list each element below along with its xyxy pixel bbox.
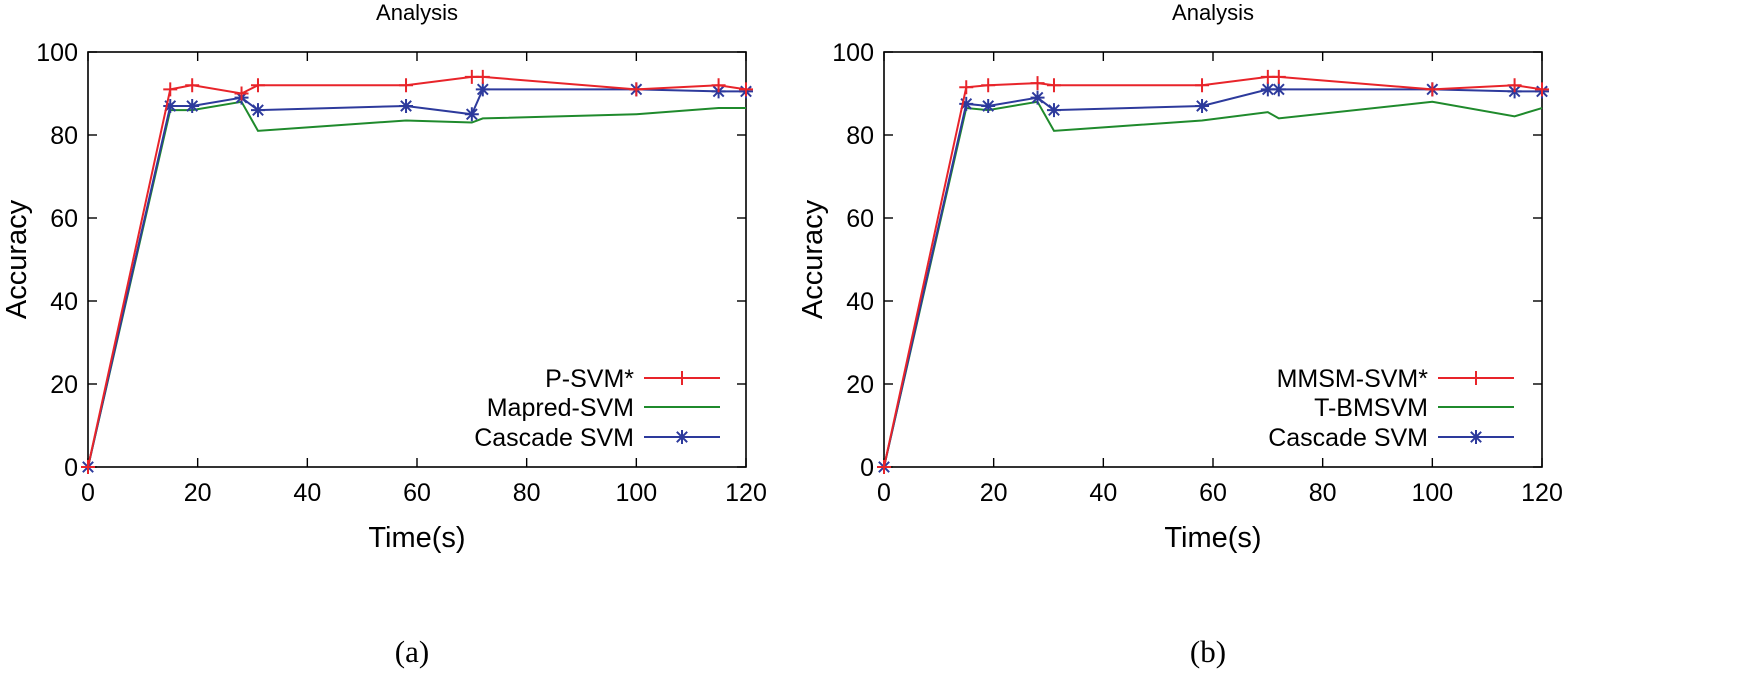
x-tick-label: 20 [184, 479, 212, 507]
series-p-svm- [81, 69, 753, 474]
data-point [250, 103, 265, 118]
series-mapred-svm [87, 100, 746, 468]
data-point [475, 82, 490, 97]
data-point [1271, 69, 1286, 84]
legend-label: T-BMSVM [1314, 394, 1428, 422]
data-point [877, 460, 891, 474]
data-point [1046, 103, 1061, 118]
chart-title: Analysis [1172, 0, 1254, 25]
x-tick-label: 0 [81, 479, 95, 507]
x-tick-label: 0 [877, 479, 891, 507]
data-point [1507, 78, 1522, 93]
data-point [475, 69, 490, 84]
panel-caption: (b) [1190, 634, 1226, 669]
data-point [1195, 78, 1210, 93]
y-tick-label: 80 [50, 122, 78, 150]
series-line [883, 88, 1542, 468]
series-line [87, 88, 746, 468]
series-t-bmsvm [883, 100, 1543, 468]
data-point [959, 96, 974, 111]
legend-swatch-marker [675, 430, 689, 444]
x-tick-label: 40 [1089, 479, 1117, 507]
chart-panel-b: Analysis 0 20 40 60 80 100 0 20 40 60 80 100 120 Time(… [797, 0, 1563, 669]
data-point [250, 78, 265, 93]
series-mmsm-svm- [877, 69, 1549, 474]
y-tick-label: 40 [50, 288, 78, 316]
y-tick-label: 100 [36, 39, 78, 67]
legend-swatch-marker [1469, 430, 1483, 444]
data-point [185, 98, 200, 113]
data-point [1535, 82, 1549, 97]
data-point [1425, 82, 1440, 97]
x-tick-label: 100 [615, 479, 657, 507]
y-tick-label: 80 [846, 122, 874, 150]
data-point [981, 78, 996, 93]
series-cascade-svm [877, 82, 1549, 474]
legend-swatch-marker [1469, 371, 1483, 385]
y-tick-label: 20 [846, 371, 874, 399]
series-line [87, 100, 746, 468]
legend-label: P-SVM* [545, 365, 634, 393]
data-point [981, 98, 996, 113]
series-line [87, 75, 747, 468]
y-tick-label: 60 [846, 205, 874, 233]
data-point [1046, 78, 1061, 93]
panel-caption: (a) [395, 634, 429, 669]
legend-label: Cascade SVM [474, 424, 634, 452]
data-point [1260, 82, 1275, 97]
data-point [399, 98, 414, 113]
x-tick-label: 120 [725, 479, 767, 507]
data-point [399, 78, 414, 93]
data-point [959, 80, 974, 95]
y-tick-label: 0 [860, 454, 874, 482]
y-tick-label: 20 [50, 371, 78, 399]
x-tick-label: 40 [293, 479, 321, 507]
x-tick-label: 80 [1309, 479, 1337, 507]
x-tick-label: 60 [403, 479, 431, 507]
legend-label: Mapred-SVM [487, 394, 634, 422]
data-point [629, 82, 644, 97]
x-tick-label: 100 [1411, 479, 1453, 507]
data-point [739, 82, 753, 97]
plot-area-frame [883, 51, 1543, 468]
chart-panel-a: Analysis 0 20 40 60 80 100 0 20 40 60 80 100 120 Time(… [1, 0, 767, 669]
legend-swatch-marker [675, 371, 689, 385]
data-point [81, 460, 95, 474]
data-point [1030, 76, 1045, 91]
x-tick-label: 60 [1199, 479, 1227, 507]
data-point [163, 98, 178, 113]
data-point [1271, 82, 1286, 97]
legend-label: Cascade SVM [1268, 424, 1428, 452]
data-point [185, 78, 200, 93]
chart-title: Analysis [376, 0, 458, 25]
x-tick-label: 120 [1521, 479, 1563, 507]
y-tick-label: 0 [64, 454, 78, 482]
data-point [163, 82, 178, 97]
x-axis-label: Time(s) [368, 522, 465, 554]
y-tick-label: 60 [50, 205, 78, 233]
data-point [1030, 90, 1045, 105]
y-tick-label: 100 [832, 39, 874, 67]
y-axis-label: Accuracy [797, 199, 829, 319]
y-tick-label: 40 [846, 288, 874, 316]
data-point [711, 78, 726, 93]
x-tick-label: 20 [980, 479, 1008, 507]
data-point [234, 86, 249, 101]
data-point [464, 107, 479, 122]
x-tick-label: 80 [513, 479, 541, 507]
legend-label: MMSM-SVM* [1277, 365, 1429, 393]
series-cascade-svm [81, 82, 753, 474]
x-axis-label: Time(s) [1164, 522, 1261, 554]
y-axis-label: Accuracy [1, 199, 33, 319]
data-point [1195, 98, 1210, 113]
series-line [883, 75, 1543, 468]
series-line [883, 100, 1543, 468]
